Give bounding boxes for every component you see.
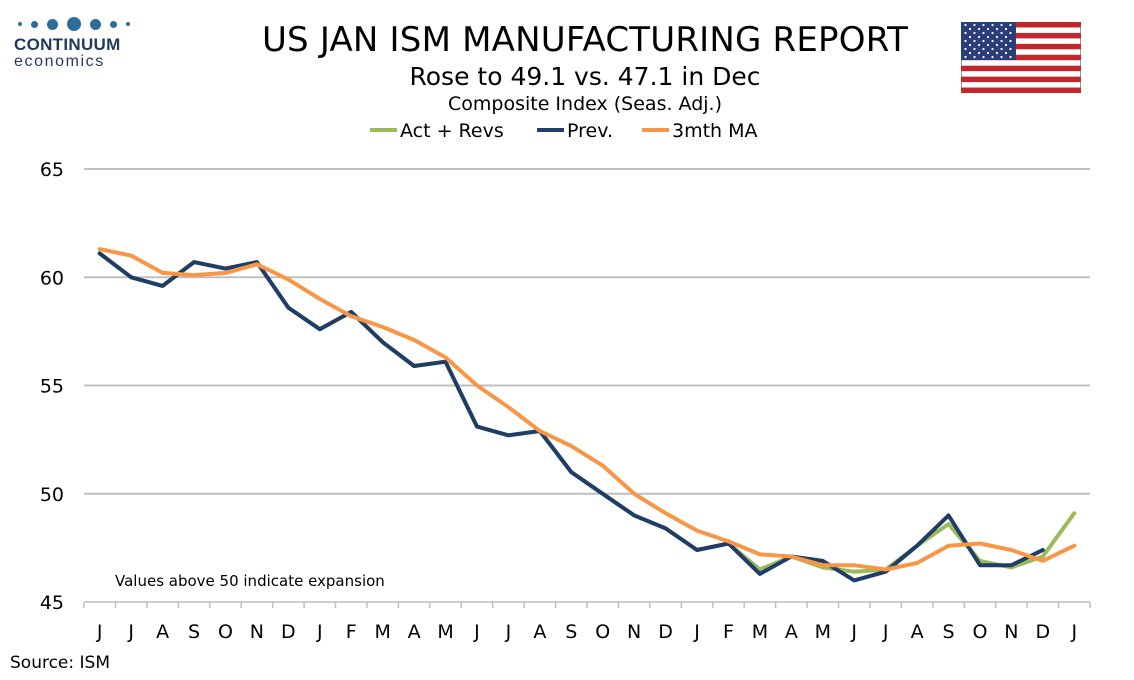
brand-name: CONTINUUM	[14, 35, 121, 54]
x-tick-label: M	[374, 621, 390, 643]
x-tick-label: F	[723, 621, 734, 643]
x-tick-label: D	[1036, 621, 1051, 643]
x-tick-label: J	[127, 621, 134, 643]
x-tick-label: N	[250, 621, 264, 643]
brand-logo: CONTINUUM economics	[14, 14, 134, 70]
chart-subtitle-2: Composite Index (Seas. Adj.)	[447, 93, 723, 115]
source-label: Source: ISM	[10, 653, 110, 673]
y-tick-label: 45	[40, 592, 64, 614]
x-tick-label: N	[627, 621, 641, 643]
x-tick-label: A	[911, 621, 924, 643]
us-flag-icon	[961, 22, 1081, 93]
chart-subtitle: Rose to 49.1 vs. 47.1 in Dec	[409, 62, 761, 91]
x-tick-label: D	[658, 621, 673, 643]
x-tick-label: O	[218, 621, 233, 643]
x-tick-label: A	[533, 621, 546, 643]
chart-note: Values above 50 indicate expansion	[115, 572, 385, 590]
x-tick-label: O	[595, 621, 610, 643]
logo-dots-icon	[18, 14, 134, 34]
series-line-act-revs	[97, 251, 1077, 574]
x-tick-label: M	[437, 621, 453, 643]
legend-label: 3mth MA	[672, 120, 758, 142]
brand-sub: economics	[14, 53, 105, 70]
x-tick-label: J	[1070, 621, 1077, 643]
x-tick-label: J	[96, 621, 103, 643]
x-tick-label: J	[473, 621, 480, 643]
y-tick-label: 50	[40, 484, 64, 506]
x-tick-label: A	[156, 621, 169, 643]
x-tick-label: O	[972, 621, 987, 643]
x-tick-label: F	[346, 621, 357, 643]
x-tick-label: S	[565, 621, 577, 643]
x-tick-label: N	[1004, 621, 1018, 643]
x-tick-label: D	[281, 621, 296, 643]
x-tick-label: J	[316, 621, 323, 643]
legend-label: Act + Revs	[400, 120, 504, 142]
y-tick-label: 65	[40, 159, 64, 181]
x-tick-label: M	[815, 621, 831, 643]
legend-label: Prev.	[567, 120, 613, 142]
y-tick-label: 55	[40, 376, 64, 398]
y-tick-label: 60	[40, 267, 64, 289]
x-tick-label: J	[505, 621, 512, 643]
x-tick-label: S	[188, 621, 200, 643]
x-tick-label: J	[850, 621, 857, 643]
series-line-prev	[97, 251, 1045, 583]
x-tick-label: A	[408, 621, 421, 643]
x-tick-label: J	[693, 621, 700, 643]
series-line-3mth-ma	[97, 247, 1077, 572]
x-tick-label: A	[785, 621, 798, 643]
x-tick-label: M	[752, 621, 768, 643]
x-tick-label: J	[882, 621, 889, 643]
x-tick-label: S	[943, 621, 955, 643]
chart-title: US JAN ISM MANUFACTURING REPORT	[261, 20, 909, 60]
